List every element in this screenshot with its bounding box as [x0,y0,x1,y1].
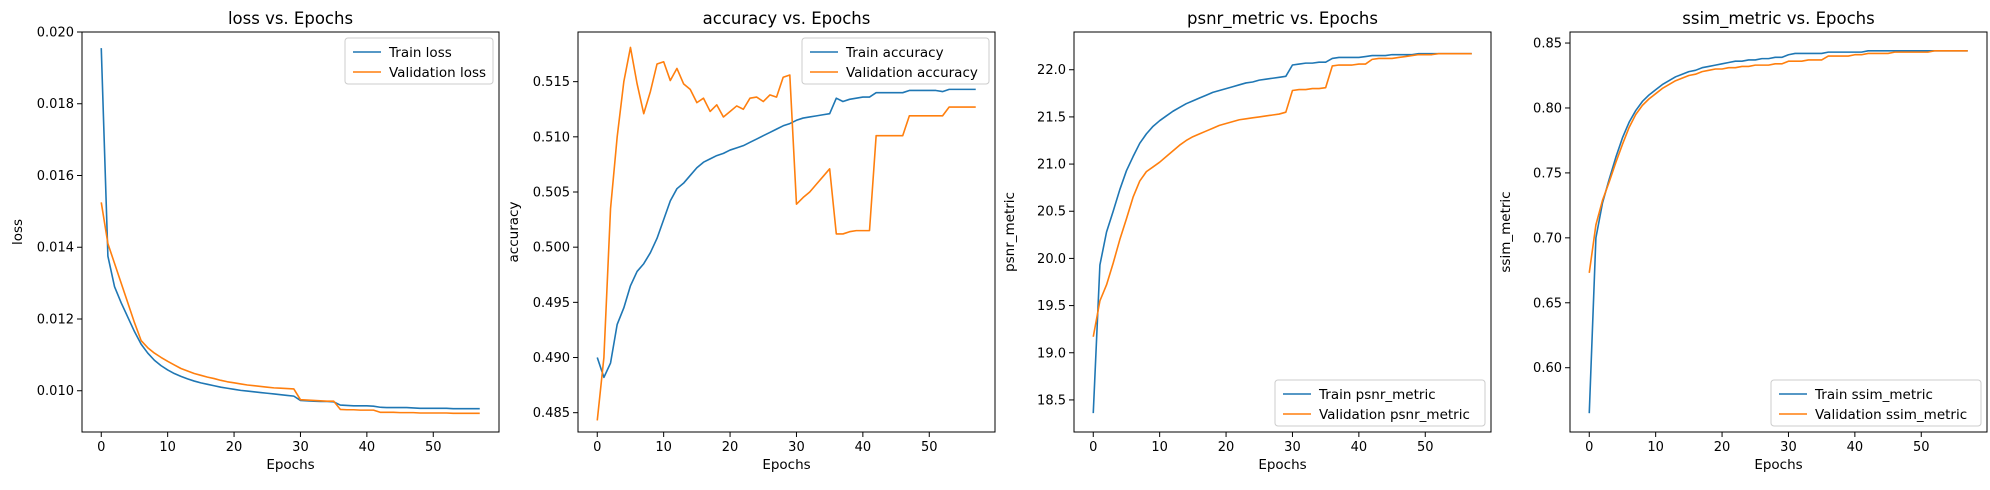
series-line-train [100,48,480,410]
y-tick-label: 19.0 [1037,346,1066,361]
series-line-train [1588,50,1968,414]
chart-title: loss vs. Epochs [228,9,353,28]
x-tick-label: 10 [655,440,672,455]
y-tick-label: 0.510 [533,130,570,145]
x-axis-label: Epochs [762,457,810,473]
y-tick-label: 0.495 [533,296,570,311]
chart-panel-3: 0 10 20 30 40 50 0.60 0.65 0.70 0.75 0.80 0.85 ssim_… [1498,9,1988,473]
chart-title: psnr_metric vs. Epochs [1187,9,1378,29]
x-tick-label: 30 [292,440,309,455]
x-tick-label: 50 [1913,440,1930,455]
y-tick-label: 20.5 [1037,205,1066,220]
x-tick-label: 20 [722,440,739,455]
legend-entry: Train psnr_metric [1318,387,1436,403]
plot-frame [577,31,996,433]
x-tick-label: 40 [855,440,872,455]
y-tick-label: 19.5 [1037,299,1066,314]
plot-frame [1569,31,1988,433]
legend-entry: Validation accuracy [846,65,978,81]
x-tick-label: 50 [1417,440,1434,455]
y-tick-label: 21.5 [1037,110,1066,125]
y-tick-label: 0.010 [37,384,74,399]
x-tick-label: 30 [788,440,805,455]
x-tick-label: 0 [1585,440,1593,455]
chart-title: ssim_metric vs. Epochs [1682,9,1874,29]
y-tick-label: 0.85 [1533,37,1562,52]
legend-entry: Validation ssim_metric [1815,407,1967,423]
chart-panel-1: 0 10 20 30 40 50 0.485 0.490 0.495 0.500 0.505 0.51… [506,9,996,473]
series-line-train [596,88,976,379]
plot-frame [1073,31,1492,433]
y-axis-label: loss [10,219,26,245]
x-tick-label: 50 [921,440,938,455]
x-tick-label: 40 [1351,440,1368,455]
y-tick-label: 0.020 [37,26,74,41]
y-tick-label: 0.012 [37,312,74,327]
legend: Train ssim_metric Validation ssim_metric [1770,379,1982,427]
y-tick-label: 0.60 [1533,361,1562,376]
series-line-train [1092,52,1472,414]
y-tick-label: 0.65 [1533,296,1562,311]
legend: Train accuracy Validation accuracy [801,37,990,85]
x-axis-label: Epochs [1258,457,1306,473]
legend-box [1770,379,1982,427]
y-tick-label: 0.500 [533,241,570,256]
legend-box [801,37,990,85]
x-tick-label: 10 [1151,440,1168,455]
y-tick-label: 21.0 [1037,158,1066,173]
legend-entry: Validation psnr_metric [1319,407,1470,423]
y-axis-label: accuracy [506,202,522,263]
y-axis-label: ssim_metric [1498,191,1514,272]
x-tick-label: 20 [1714,440,1731,455]
x-tick-label: 0 [97,440,105,455]
y-tick-label: 0.80 [1533,101,1562,116]
x-tick-label: 30 [1780,440,1797,455]
x-tick-label: 50 [425,440,442,455]
legend-box [1274,379,1486,427]
plot-frame [81,31,500,433]
legend-box [344,37,494,85]
series-line-validation [1588,50,1968,274]
y-tick-label: 0.515 [533,75,570,90]
y-tick-label: 18.5 [1037,393,1066,408]
x-axis-label: Epochs [266,457,314,473]
y-tick-label: 0.014 [37,241,74,256]
y-tick-label: 0.018 [37,97,74,112]
x-tick-label: 40 [359,440,376,455]
legend-entry: Train ssim_metric [1814,387,1933,403]
legend: Train loss Validation loss [344,37,494,85]
legend: Train psnr_metric Validation psnr_metric [1274,379,1486,427]
series-line-validation [596,46,976,421]
chart-panel-0: 0 10 20 30 40 50 0.010 0.012 0.014 0.016 0.018 0.02… [10,9,500,473]
y-tick-label: 0.490 [533,351,570,366]
y-tick-label: 0.016 [37,169,74,184]
x-axis-label: Epochs [1754,457,1802,473]
legend-entry: Train accuracy [845,45,944,61]
y-tick-label: 22.0 [1037,63,1066,78]
y-tick-label: 0.70 [1533,231,1562,246]
x-tick-label: 0 [1089,440,1097,455]
y-tick-label: 0.75 [1533,166,1562,181]
legend-entry: Validation loss [389,65,486,81]
x-tick-label: 30 [1284,440,1301,455]
y-tick-label: 0.505 [533,186,570,201]
legend-entry: Train loss [388,45,452,61]
y-tick-label: 0.485 [533,406,570,421]
x-tick-label: 10 [1647,440,1664,455]
x-tick-label: 40 [1847,440,1864,455]
x-tick-label: 0 [593,440,601,455]
x-tick-label: 20 [1218,440,1235,455]
series-line-validation [100,202,480,415]
chart-title: accuracy vs. Epochs [703,9,871,28]
series-line-validation [1092,52,1472,337]
y-axis-label: psnr_metric [1002,192,1018,272]
y-tick-label: 20.0 [1037,252,1066,267]
chart-panel-2: 0 10 20 30 40 50 18.5 19.0 19.5 20.0 20.5 21.0 21.5 2… [1002,9,1492,473]
x-tick-label: 20 [226,440,243,455]
x-tick-label: 10 [159,440,176,455]
